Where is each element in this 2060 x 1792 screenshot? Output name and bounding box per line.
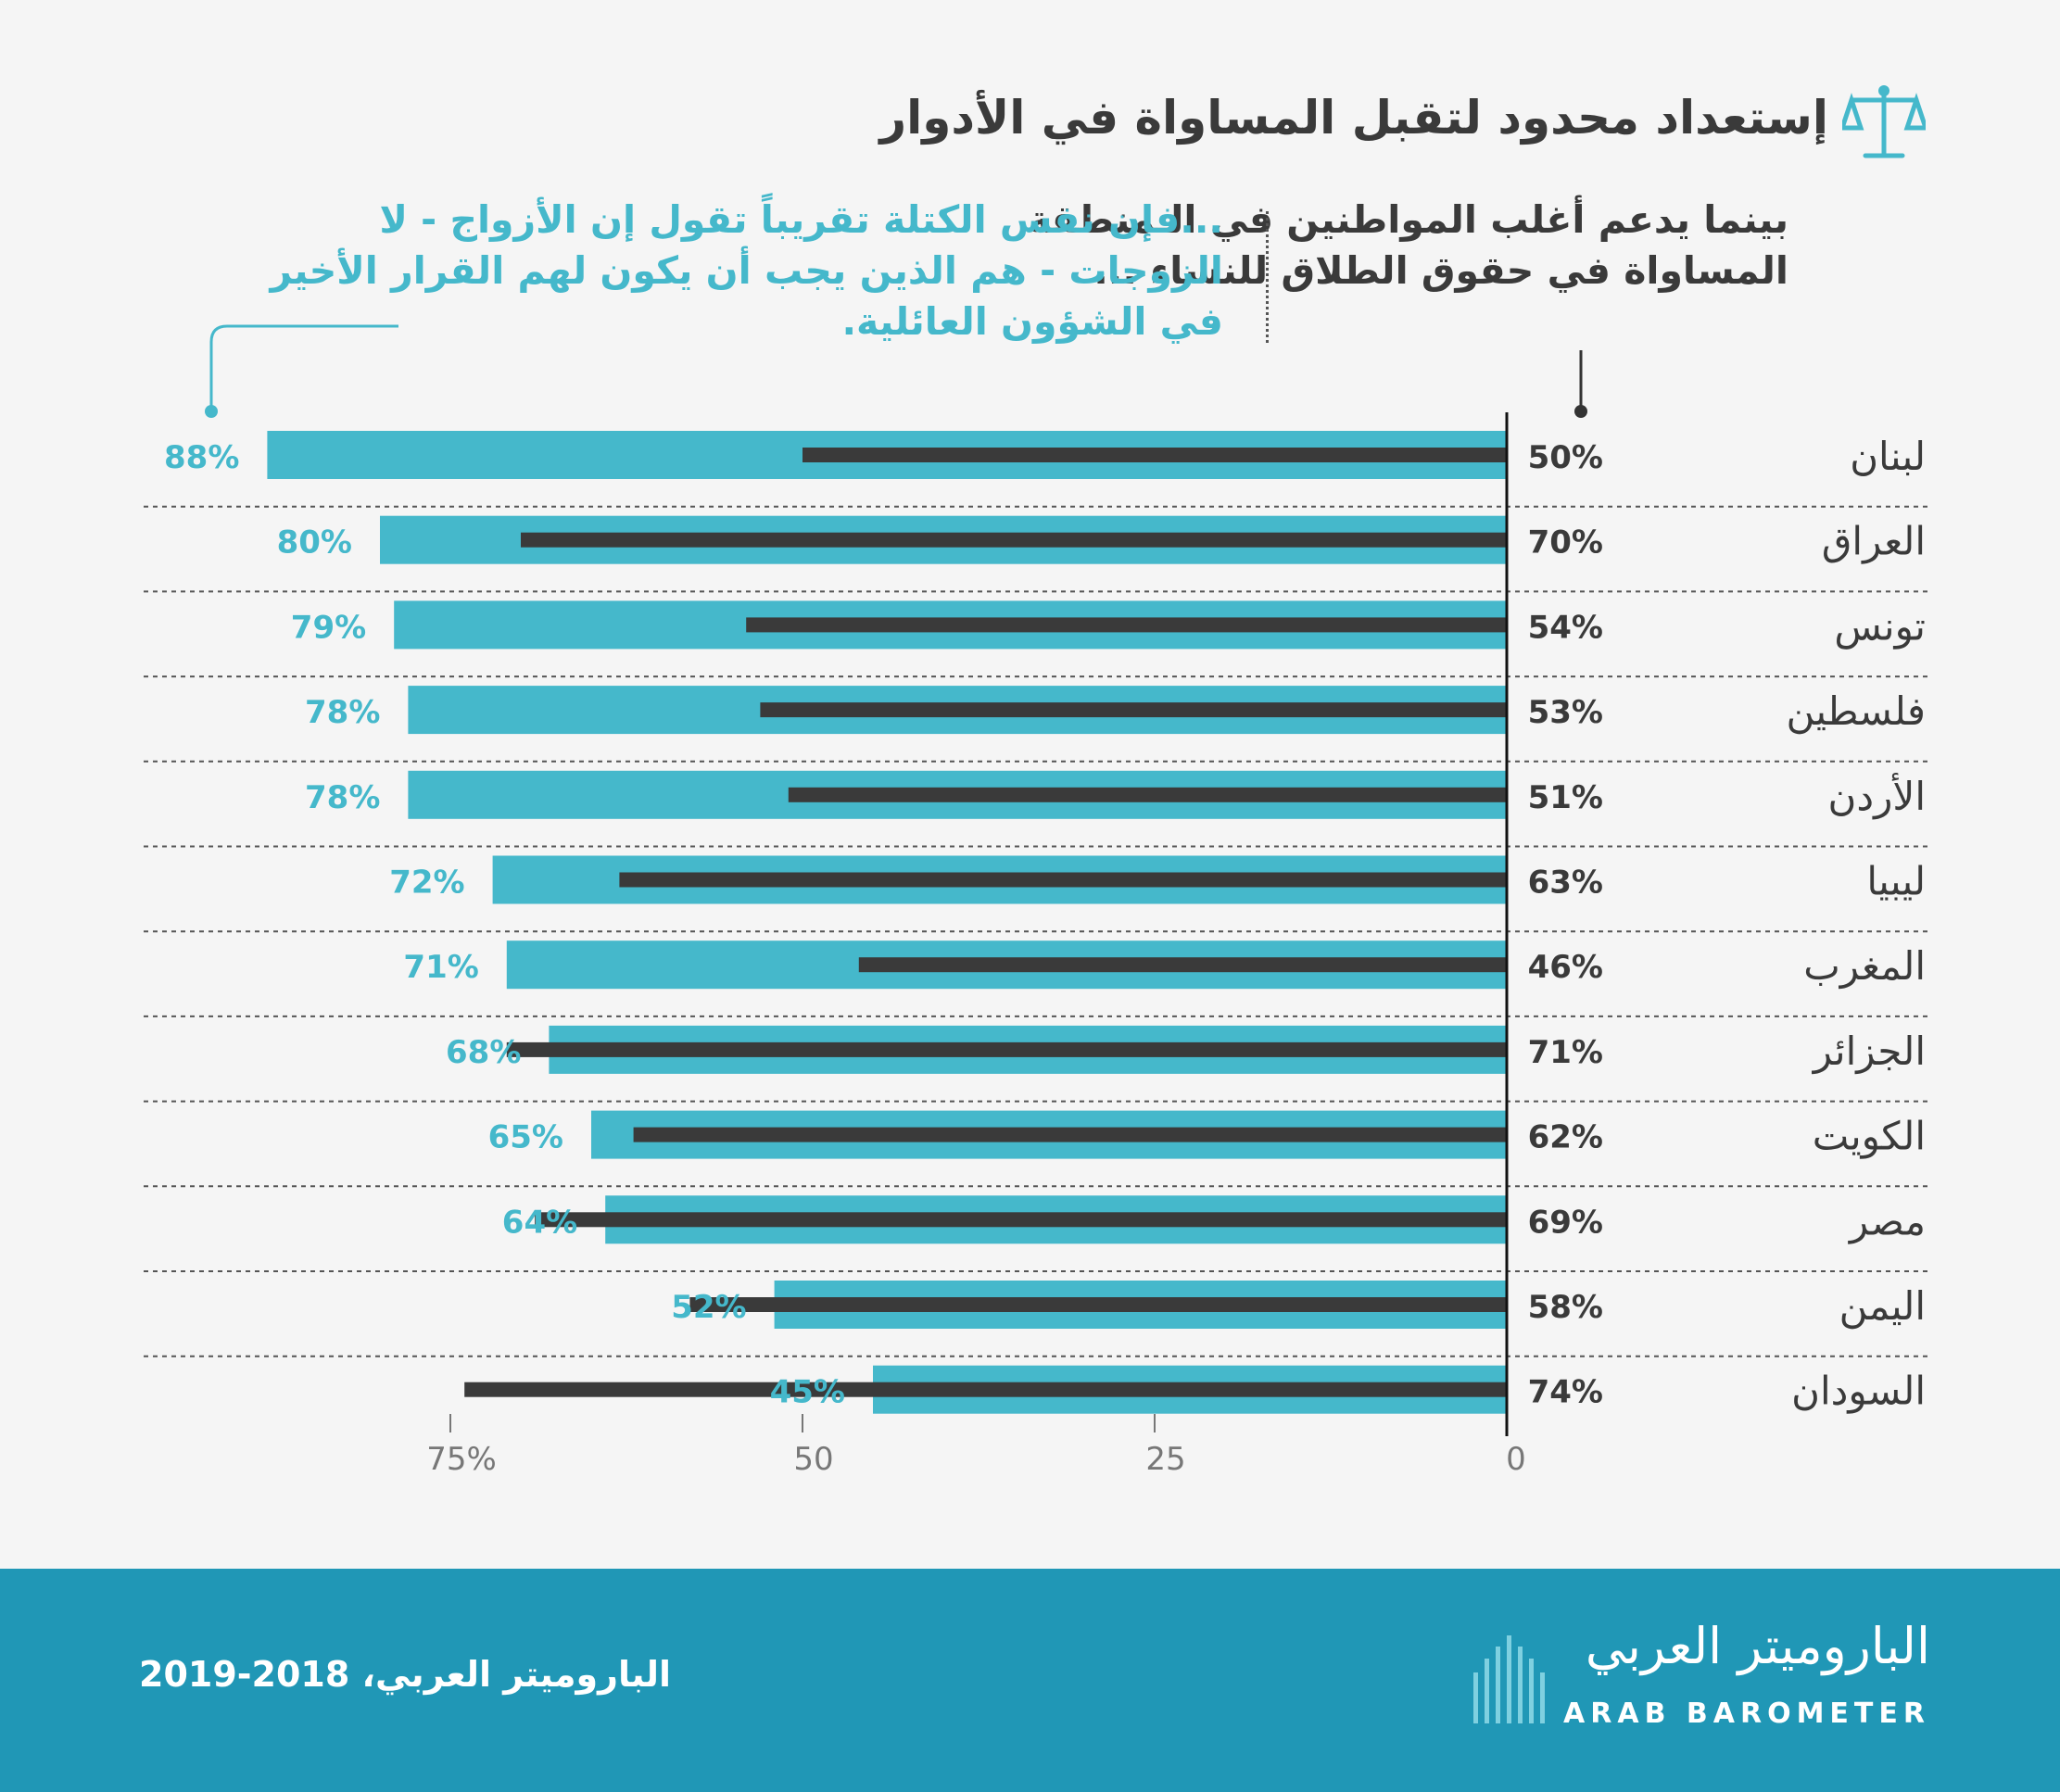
label-divorce-2: 54%	[1528, 609, 1603, 646]
page-title: إستعداد محدود لتقبل المساواة في الأدوار	[879, 91, 1828, 145]
label-divorce-10: 58%	[1528, 1289, 1603, 1326]
caption-divider	[1266, 211, 1269, 343]
bar-divorce-3	[760, 702, 1507, 718]
source-text: الباروميتر العربي، 2018-2019	[139, 1654, 672, 1695]
scale-icon	[1842, 85, 1926, 158]
logo-arabic-text: الباروميتر العربي	[1585, 1617, 1930, 1675]
label-divorce-8: 62%	[1528, 1119, 1603, 1156]
bar-divorce-11	[464, 1382, 1508, 1397]
logo-english-text: ARAB BAROMETER	[1563, 1697, 1930, 1730]
label-agree-9: 64%	[502, 1204, 577, 1241]
country-label-4: الأردن	[1828, 772, 1926, 819]
label-agree-1: 80%	[277, 524, 352, 562]
country-label-11: السودان	[1791, 1369, 1926, 1414]
bar-divorce-9	[535, 1212, 1508, 1228]
x-tick-label-3: 75%	[426, 1441, 497, 1478]
country-label-10: اليمن	[1839, 1283, 1926, 1329]
label-divorce-0: 50%	[1528, 439, 1603, 476]
bar-divorce-4	[788, 787, 1507, 802]
label-agree-7: 68%	[446, 1034, 521, 1071]
label-agree-0: 88%	[164, 439, 239, 476]
label-divorce-3: 53%	[1528, 694, 1603, 731]
footer	[0, 1569, 2060, 1792]
divorce-callout-dot	[1574, 405, 1587, 418]
label-agree-3: 78%	[305, 694, 380, 731]
barometer-logo-icon	[1473, 1635, 1545, 1723]
label-divorce-11: 74%	[1528, 1374, 1603, 1411]
label-divorce-1: 70%	[1528, 524, 1603, 562]
bar-divorce-6	[858, 957, 1507, 973]
label-divorce-6: 46%	[1528, 949, 1603, 986]
x-tick-label-2: 50	[793, 1441, 833, 1478]
bar-divorce-0	[803, 448, 1507, 462]
agree-callout-line	[209, 324, 398, 410]
label-divorce-5: 63%	[1528, 864, 1603, 902]
country-label-1: العراق	[1822, 519, 1926, 564]
label-divorce-7: 71%	[1528, 1034, 1603, 1071]
bar-divorce-2	[746, 617, 1507, 633]
label-agree-8: 65%	[488, 1119, 563, 1156]
agree-callout-dot	[205, 405, 218, 418]
label-agree-2: 79%	[291, 609, 366, 646]
bar-divorce-5	[619, 872, 1507, 888]
country-label-9: مصر	[1848, 1198, 1926, 1243]
label-agree-11: 45%	[770, 1374, 845, 1411]
label-agree-4: 78%	[305, 779, 380, 816]
country-label-8: الكويت	[1813, 1114, 1926, 1159]
bar-chart: 88% 50% لبنان 80% 70% العراق 79% 54% تونس 78% 53% ف…	[144, 324, 1927, 1478]
label-agree-5: 72%	[389, 864, 464, 902]
x-tick-label-1: 25	[1145, 1441, 1185, 1478]
label-divorce-9: 69%	[1528, 1204, 1603, 1241]
bar-divorce-1	[521, 532, 1507, 548]
right-caption: ...فإن نفس الكتلة تقريباً تقول إن الأزوا…	[270, 197, 1223, 344]
label-divorce-4: 51%	[1528, 779, 1603, 816]
country-label-6: المغرب	[1803, 943, 1926, 989]
label-agree-6: 71%	[403, 949, 478, 986]
left-caption: بينما يدعم أغلب المواطنين في الـمنطقة ال…	[1028, 197, 1788, 293]
country-label-5: ليبيا	[1866, 859, 1926, 904]
label-agree-10: 52%	[671, 1289, 746, 1326]
x-tick-label-0: 0	[1506, 1441, 1526, 1478]
bar-divorce-7	[506, 1041, 1507, 1057]
country-label-0: لبنان	[1850, 434, 1926, 479]
country-label-3: فلسطين	[1786, 688, 1926, 734]
bar-divorce-8	[633, 1127, 1507, 1142]
country-label-2: تونس	[1834, 603, 1926, 649]
country-label-7: الجزائر	[1812, 1029, 1926, 1074]
bar-divorce-10	[689, 1297, 1507, 1312]
